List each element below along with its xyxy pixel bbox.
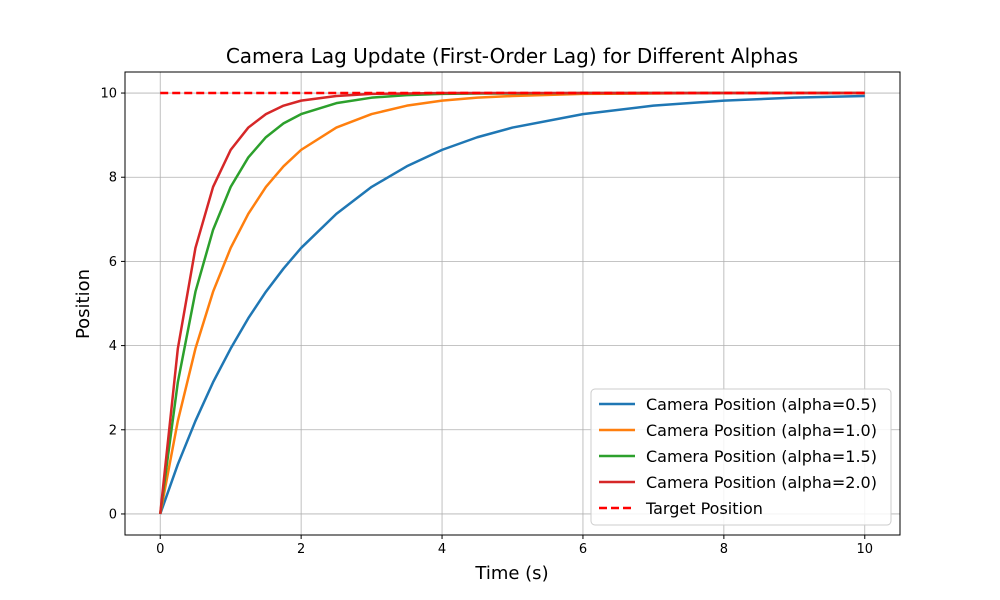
y-tick-label: 8 bbox=[109, 171, 117, 186]
x-tick-label: 4 bbox=[438, 542, 446, 557]
x-tick-label: 6 bbox=[579, 542, 587, 557]
x-tick-label: 0 bbox=[156, 542, 164, 557]
y-tick-label: 0 bbox=[109, 507, 117, 522]
legend-label-3: Camera Position (alpha=2.0) bbox=[646, 473, 877, 492]
x-tick-label: 10 bbox=[856, 542, 873, 557]
plot-frame bbox=[124, 71, 901, 536]
legend-label-2: Camera Position (alpha=1.5) bbox=[646, 447, 877, 466]
series-layer bbox=[158, 91, 865, 515]
y-axis-label: Position bbox=[73, 269, 94, 339]
y-tick-label: 4 bbox=[109, 339, 117, 354]
y-tick-label: 2 bbox=[109, 423, 117, 438]
legend-label-0: Camera Position (alpha=0.5) bbox=[646, 395, 877, 414]
x-tick-label: 8 bbox=[720, 542, 728, 557]
legend: Camera Position (alpha=0.5) Camera Positi… bbox=[590, 388, 892, 526]
x-tick-label: 2 bbox=[297, 542, 305, 557]
x-axis-label: Time (s) bbox=[474, 563, 548, 584]
chart-title: Camera Lag Update (First-Order Lag) for … bbox=[226, 44, 798, 68]
legend-label-4: Target Position bbox=[645, 499, 763, 518]
ticks: 0 2 4 6 8 10 0 2 4 6 8 10 bbox=[100, 87, 873, 557]
legend-box bbox=[590, 388, 892, 526]
y-tick-label: 10 bbox=[100, 87, 117, 102]
legend-label-1: Camera Position (alpha=1.0) bbox=[646, 421, 877, 440]
series-line-0 bbox=[159, 94, 865, 515]
y-tick-label: 6 bbox=[109, 255, 117, 270]
